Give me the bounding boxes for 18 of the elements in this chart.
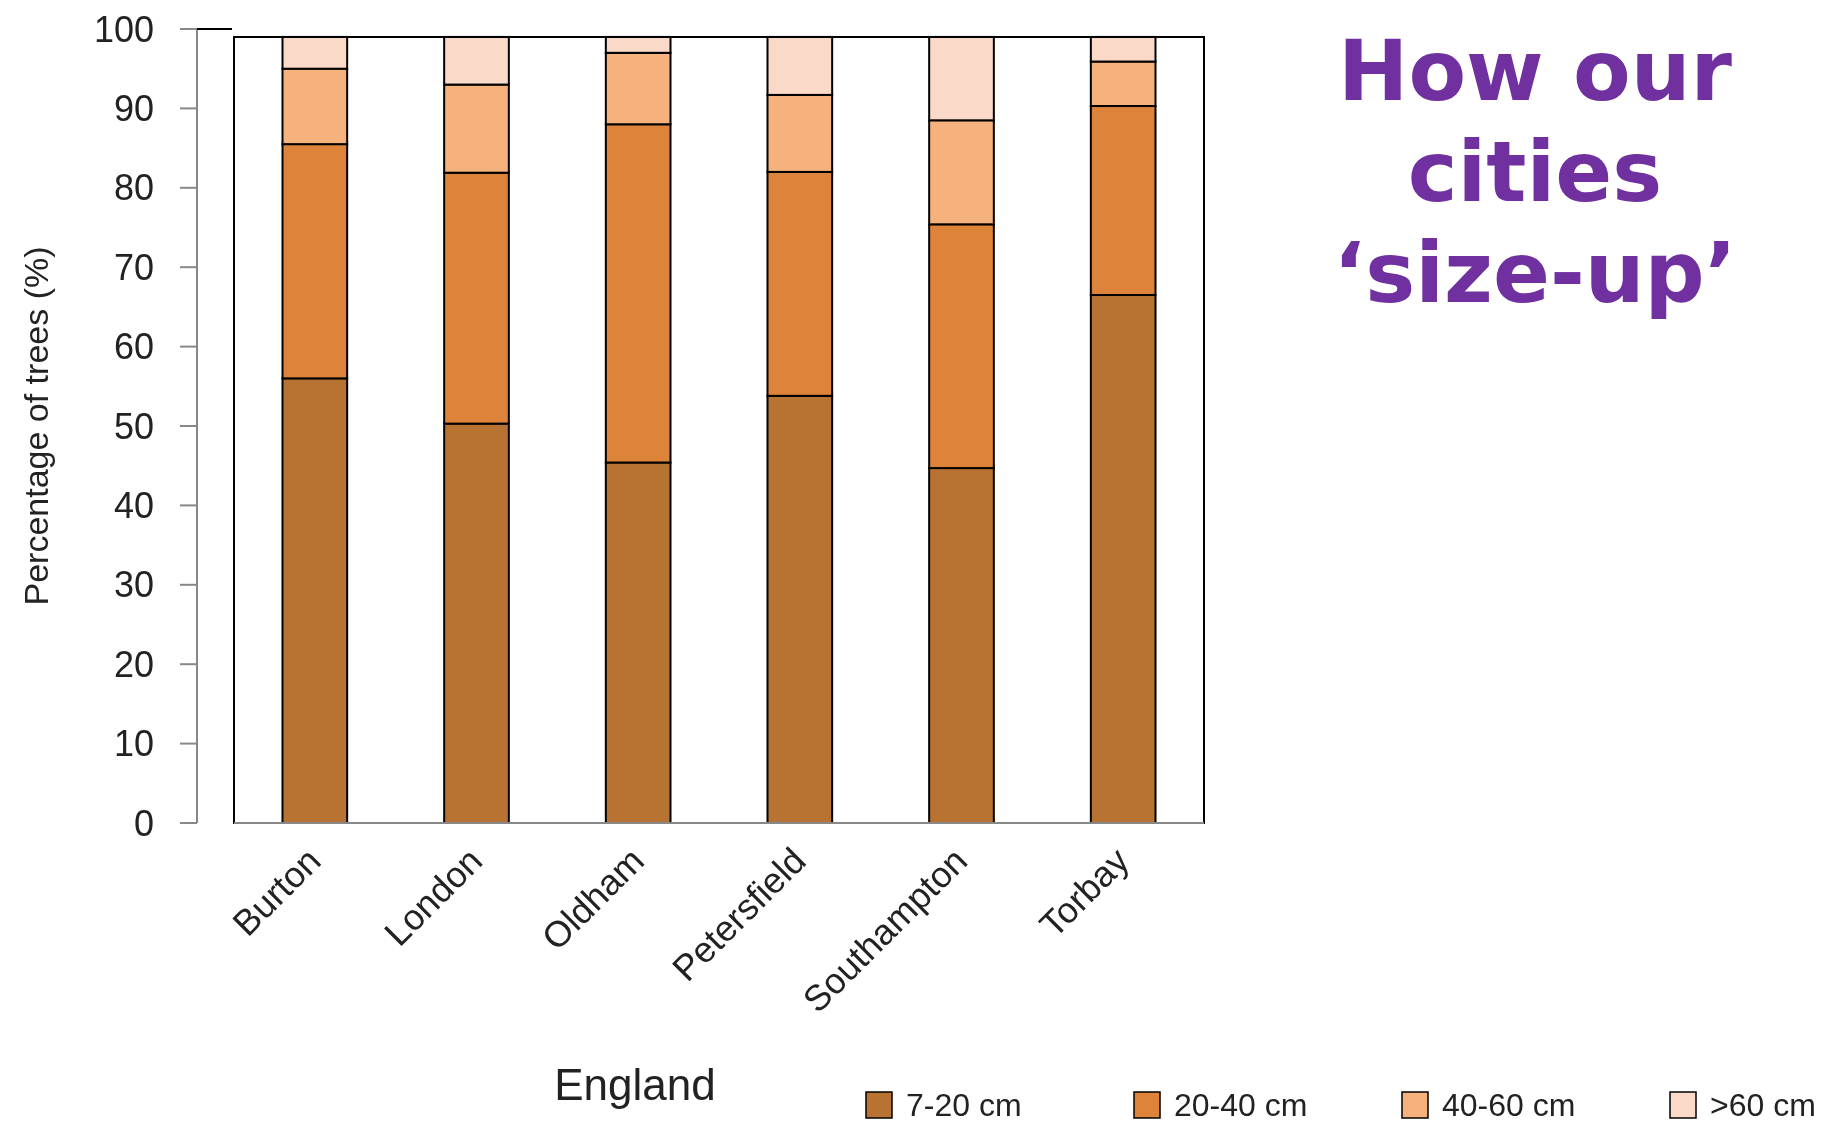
y-tick-label: 60 [113, 326, 154, 368]
y-tick-label: 80 [113, 167, 154, 209]
y-tick-label: 30 [113, 564, 154, 606]
legend-label: 40-60 cm [1442, 1087, 1576, 1124]
x-axis-title: England [554, 1060, 716, 1109]
y-tick-label: 100 [93, 8, 154, 50]
y-tick-label: 50 [113, 405, 154, 447]
legend-label: 7-20 cm [906, 1087, 1022, 1124]
y-tick-label: 20 [113, 643, 154, 685]
legend-label: 20-40 cm [1174, 1087, 1308, 1124]
y-tick-label: 90 [113, 88, 154, 129]
y-tick-label: 40 [113, 485, 154, 526]
y-tick-label: 70 [113, 246, 154, 288]
legend-label: >60 cm [1710, 1087, 1816, 1124]
y-tick-label: 10 [113, 723, 154, 765]
y-tick-label: 0 [133, 802, 154, 844]
y-axis-title: Percentage of trees (%) [17, 246, 55, 606]
text: How our cities ‘size-up’ [1333, 22, 1737, 322]
